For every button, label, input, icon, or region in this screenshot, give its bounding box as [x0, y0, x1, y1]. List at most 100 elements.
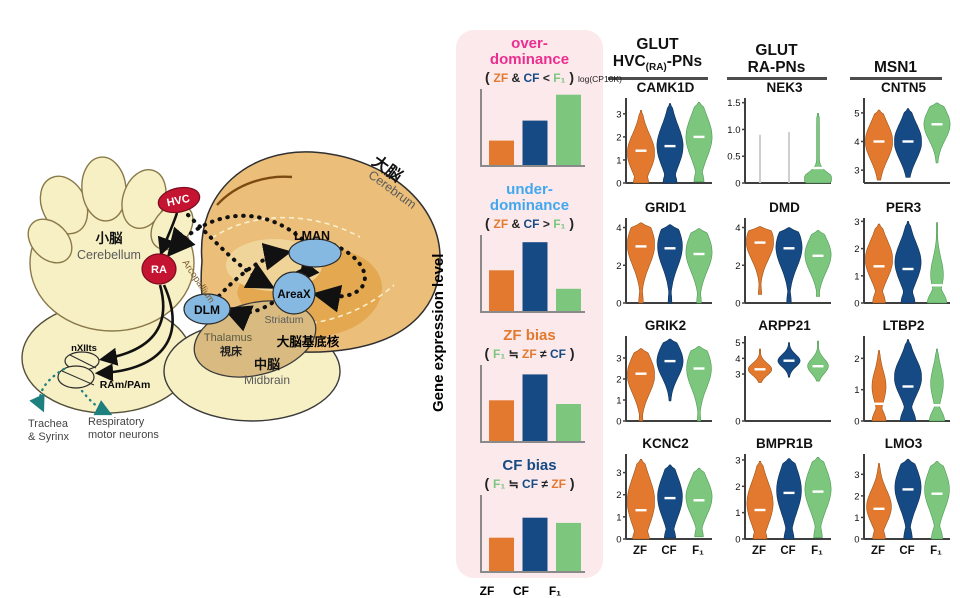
violin-LMO3-F1 — [923, 461, 950, 540]
y-tick-label: 1 — [616, 396, 621, 407]
violin-DMD-CF — [775, 227, 802, 304]
formula-token: CF — [522, 477, 539, 491]
formula-token: ZF — [551, 477, 566, 491]
title-line: over- — [511, 35, 548, 52]
y-tick-label: 3 — [854, 217, 859, 228]
mini-axis — [479, 365, 585, 443]
formula-token: ) — [565, 345, 575, 361]
bar-cf-bias-ZF — [488, 537, 514, 571]
violin-plot-ARPP21: 0 3 4 5 — [735, 336, 831, 427]
y-tick-label: 2 — [854, 354, 859, 365]
legend-section-title: ZF bias — [456, 328, 603, 344]
violin-x-label: CF — [780, 545, 796, 557]
header-sub: (RA) — [645, 62, 667, 73]
column-headers: GLUT HVC(RA)-PNs GLUT RA-PNs MSN1 — [598, 28, 958, 80]
y-tick-label: 0 — [616, 417, 621, 428]
legend-section-title: CF bias — [456, 458, 603, 474]
y-tick-label: 0 — [735, 299, 740, 310]
projection-lman-areax-outer — [312, 243, 367, 313]
header-line2: HVC(RA)-PNs — [613, 53, 702, 76]
violin-panel-KCNC2: KCNC2 0 1 2 3 ZF CF F₁ — [598, 436, 717, 586]
formula-token: ( — [484, 475, 494, 491]
y-tick-label: 1 — [616, 155, 621, 166]
legend-section-title: under-dominance — [456, 182, 603, 214]
violin-CNTN5-F1 — [923, 102, 950, 164]
cerebellum-region — [27, 156, 195, 332]
areax-nucleus — [272, 271, 316, 315]
violin-panels-grid: CAMK1D 0 1 2 3 NEK3 0 0.5 1.0 1.5 CNTN5 3 4 5 GRID1 0 2 4… — [598, 80, 958, 586]
brain-diagram: 大脳 Cerebrum 小脳 Cerebellum 中脳 Midbrain Th… — [12, 140, 448, 466]
formula-token: ≒ — [505, 477, 523, 491]
legend-section-formula: ( F₁ ≒ ZF ≠ CF ) — [456, 345, 603, 361]
violin-BMPR1B-ZF — [746, 461, 773, 540]
y-tick-label: 5 — [735, 338, 740, 349]
formula-token: ZF — [493, 217, 509, 231]
formula-token: ≒ — [505, 347, 523, 361]
violin-plot-CNTN5: 3 4 5 — [854, 98, 950, 184]
violin-panel-NEK3: NEK3 0 0.5 1.0 1.5 — [717, 80, 836, 200]
violin-plot-CAMK1D: 0 1 2 3 — [616, 98, 712, 189]
violin-GRID1-CF — [656, 224, 683, 304]
projection-ra-rampam — [94, 284, 174, 382]
formula-token: F₁ — [553, 71, 566, 85]
violin-panel-BMPR1B: BMPR1B 0 1 2 3 ZF CF F₁ — [717, 436, 836, 586]
violin-ARPP21-ZF — [747, 348, 772, 383]
y-tick-label: 4 — [735, 354, 740, 365]
projection-ra-nxiits — [98, 284, 165, 366]
hvc-nucleus — [157, 186, 201, 214]
formula-token: ( — [484, 345, 494, 361]
formula-token: & — [508, 217, 524, 231]
violin-GRID1-F1 — [685, 228, 712, 304]
violin-NEK3-ZF — [758, 134, 761, 183]
violin-x-labels: ZF CF F₁ — [626, 545, 714, 557]
violin-NEK3-F1 — [803, 113, 832, 184]
y-tick-label: 3 — [735, 456, 740, 467]
y-tick-label: 3 — [616, 354, 621, 365]
gene-title: CAMK1D — [636, 80, 695, 95]
violin-KCNC2-CF — [656, 464, 683, 539]
legend-x-label: F₁ — [548, 584, 562, 598]
bar-under-dominance-CF — [522, 242, 547, 311]
y-tick-label: 4 — [735, 223, 740, 234]
respiratory-label-1: Respiratory — [88, 416, 145, 428]
violin-BMPR1B-CF — [775, 458, 802, 540]
title-line: dominance — [489, 197, 570, 214]
violin-x-labels: ZF CF F₁ — [864, 545, 952, 557]
gene-title: GRID1 — [644, 200, 687, 215]
bar-zf-bias-CF — [522, 374, 547, 441]
gene-title: DMD — [769, 200, 800, 215]
legend-bar-chart-zf-bias — [479, 365, 585, 443]
formula-token: CF — [549, 347, 566, 361]
bar-cf-bias-F1 — [555, 522, 581, 571]
formula-token: CF — [523, 217, 540, 231]
violin-grid-area: log(CP10K) GLUT HVC(RA)-PNs GLUT RA-PNs … — [578, 28, 958, 586]
rampam-label: RAm/PAm — [100, 379, 151, 391]
violin-plot-NEK3: 0 0.5 1.0 1.5 — [727, 98, 832, 190]
y-tick-label: 2 — [616, 261, 621, 272]
column-header-glut-ra-pns: GLUT RA-PNs — [717, 28, 836, 80]
bar-zf-bias-ZF — [488, 400, 514, 441]
violin-LTBP2-ZF — [871, 350, 886, 422]
gene-title: LMO3 — [884, 436, 923, 451]
y-tick-label: 0 — [735, 179, 740, 190]
formula-token: > — [539, 217, 554, 231]
violin-panel-LTBP2: LTBP2 0 1 2 — [836, 318, 955, 436]
y-tick-label: 1 — [854, 513, 859, 524]
violin-x-labels: ZF CF F₁ — [745, 545, 833, 557]
trachea-label-2: & Syrinx — [28, 431, 69, 443]
formula-token: & — [508, 71, 524, 85]
violin-plot-KCNC2: 0 1 2 3 — [616, 454, 712, 545]
y-tick-label: 2 — [854, 491, 859, 502]
violin-CNTN5-ZF — [864, 109, 893, 181]
bar-cf-bias-CF — [522, 517, 547, 571]
lman-nucleus — [288, 238, 342, 268]
violin-x-label: ZF — [751, 545, 767, 557]
thalamus-label-jp: 視床 — [219, 344, 243, 358]
violin-LMO3-CF — [894, 458, 921, 540]
y-tick-label: 0 — [854, 299, 859, 310]
mini-axis — [479, 495, 585, 573]
header-line1: GLUT — [755, 42, 798, 59]
formula-token: ≠ — [538, 477, 552, 491]
violin-x-label: F₁ — [692, 545, 704, 557]
violin-KCNC2-ZF — [626, 459, 655, 540]
